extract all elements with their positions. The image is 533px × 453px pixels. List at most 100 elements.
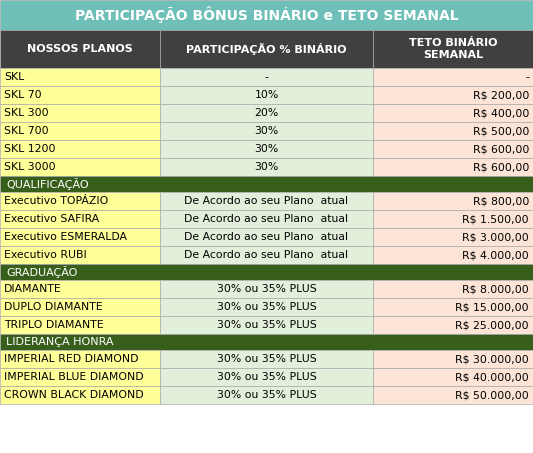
Text: Executivo ESMERALDA: Executivo ESMERALDA xyxy=(4,232,127,242)
Bar xyxy=(0,176,533,192)
Text: TETO BINÁRIO
SEMANAL: TETO BINÁRIO SEMANAL xyxy=(409,38,497,60)
Text: CROWN BLACK DIAMOND: CROWN BLACK DIAMOND xyxy=(4,390,143,400)
Text: R$ 30.000,00: R$ 30.000,00 xyxy=(455,354,529,364)
Bar xyxy=(0,246,160,264)
Text: Executivo RUBI: Executivo RUBI xyxy=(4,250,87,260)
Bar xyxy=(160,140,373,158)
Bar xyxy=(160,350,373,368)
Text: R$ 40.000,00: R$ 40.000,00 xyxy=(455,372,529,382)
Bar xyxy=(160,210,373,228)
Text: R$ 400,00: R$ 400,00 xyxy=(473,108,529,118)
Text: IMPERIAL BLUE DIAMOND: IMPERIAL BLUE DIAMOND xyxy=(4,372,143,382)
Text: R$ 8.000,00: R$ 8.000,00 xyxy=(462,284,529,294)
Text: R$ 4.000,00: R$ 4.000,00 xyxy=(462,250,529,260)
Bar xyxy=(373,350,533,368)
Bar xyxy=(0,140,160,158)
Bar xyxy=(160,386,373,404)
Text: SKL: SKL xyxy=(4,72,24,82)
Bar xyxy=(373,316,533,334)
Bar xyxy=(160,122,373,140)
Text: QUALIFICAÇÃO: QUALIFICAÇÃO xyxy=(6,178,88,190)
Text: SKL 70: SKL 70 xyxy=(4,90,42,100)
Text: 30% ou 35% PLUS: 30% ou 35% PLUS xyxy=(216,372,317,382)
Bar xyxy=(0,210,160,228)
Bar xyxy=(373,210,533,228)
Text: R$ 15.000,00: R$ 15.000,00 xyxy=(455,302,529,312)
Bar xyxy=(160,280,373,298)
Text: De Acordo ao seu Plano  atual: De Acordo ao seu Plano atual xyxy=(184,232,349,242)
Text: DUPLO DIAMANTE: DUPLO DIAMANTE xyxy=(4,302,103,312)
Text: PARTICIPAÇÃO % BINÁRIO: PARTICIPAÇÃO % BINÁRIO xyxy=(186,43,347,55)
Bar xyxy=(0,158,160,176)
Bar xyxy=(373,122,533,140)
Text: -: - xyxy=(525,72,529,82)
Bar xyxy=(0,0,533,30)
Text: PARTICIPAÇÃO BÔNUS BINÁRIO e TETO SEMANAL: PARTICIPAÇÃO BÔNUS BINÁRIO e TETO SEMANA… xyxy=(75,7,458,23)
Text: SKL 700: SKL 700 xyxy=(4,126,49,136)
Text: 30% ou 35% PLUS: 30% ou 35% PLUS xyxy=(216,302,317,312)
Text: R$ 1.500,00: R$ 1.500,00 xyxy=(462,214,529,224)
Text: TRIPLO DIAMANTE: TRIPLO DIAMANTE xyxy=(4,320,103,330)
Bar xyxy=(160,30,373,68)
Bar xyxy=(160,68,373,86)
Text: R$ 200,00: R$ 200,00 xyxy=(473,90,529,100)
Text: 30%: 30% xyxy=(254,126,279,136)
Text: IMPERIAL RED DIAMOND: IMPERIAL RED DIAMOND xyxy=(4,354,139,364)
Bar xyxy=(160,158,373,176)
Bar xyxy=(0,368,160,386)
Text: GRADUAÇÃO: GRADUAÇÃO xyxy=(6,266,77,278)
Text: 30%: 30% xyxy=(254,162,279,172)
Text: R$ 800,00: R$ 800,00 xyxy=(473,196,529,206)
Text: R$ 3.000,00: R$ 3.000,00 xyxy=(462,232,529,242)
Text: De Acordo ao seu Plano  atual: De Acordo ao seu Plano atual xyxy=(184,196,349,206)
Bar xyxy=(0,264,533,280)
Bar xyxy=(373,140,533,158)
Text: 10%: 10% xyxy=(254,90,279,100)
Text: 30% ou 35% PLUS: 30% ou 35% PLUS xyxy=(216,320,317,330)
Bar xyxy=(373,298,533,316)
Bar xyxy=(373,280,533,298)
Bar xyxy=(160,104,373,122)
Bar xyxy=(160,228,373,246)
Bar xyxy=(0,280,160,298)
Text: NOSSOS PLANOS: NOSSOS PLANOS xyxy=(27,44,133,54)
Text: Executivo SAFIRA: Executivo SAFIRA xyxy=(4,214,99,224)
Bar xyxy=(0,30,160,68)
Bar xyxy=(0,298,160,316)
Bar xyxy=(160,316,373,334)
Bar xyxy=(160,246,373,264)
Bar xyxy=(0,386,160,404)
Bar xyxy=(373,386,533,404)
Text: 30% ou 35% PLUS: 30% ou 35% PLUS xyxy=(216,354,317,364)
Text: SKL 3000: SKL 3000 xyxy=(4,162,55,172)
Bar xyxy=(373,104,533,122)
Text: SKL 1200: SKL 1200 xyxy=(4,144,55,154)
Bar xyxy=(0,68,160,86)
Text: 30%: 30% xyxy=(254,144,279,154)
Bar xyxy=(0,334,533,350)
Text: Executivo TOPÁZIO: Executivo TOPÁZIO xyxy=(4,196,108,206)
Bar xyxy=(160,86,373,104)
Text: 20%: 20% xyxy=(254,108,279,118)
Bar xyxy=(0,104,160,122)
Text: SKL 300: SKL 300 xyxy=(4,108,49,118)
Bar xyxy=(0,350,160,368)
Text: LIDERANÇA HONRA: LIDERANÇA HONRA xyxy=(6,337,114,347)
Bar xyxy=(0,192,160,210)
Bar xyxy=(0,122,160,140)
Bar xyxy=(373,192,533,210)
Text: -: - xyxy=(264,72,269,82)
Text: De Acordo ao seu Plano  atual: De Acordo ao seu Plano atual xyxy=(184,250,349,260)
Bar xyxy=(0,86,160,104)
Text: R$ 25.000,00: R$ 25.000,00 xyxy=(455,320,529,330)
Bar xyxy=(0,316,160,334)
Bar xyxy=(373,228,533,246)
Bar xyxy=(373,158,533,176)
Text: De Acordo ao seu Plano  atual: De Acordo ao seu Plano atual xyxy=(184,214,349,224)
Bar xyxy=(373,30,533,68)
Text: 30% ou 35% PLUS: 30% ou 35% PLUS xyxy=(216,284,317,294)
Bar xyxy=(373,368,533,386)
Bar xyxy=(373,86,533,104)
Bar xyxy=(160,298,373,316)
Text: R$ 600,00: R$ 600,00 xyxy=(473,144,529,154)
